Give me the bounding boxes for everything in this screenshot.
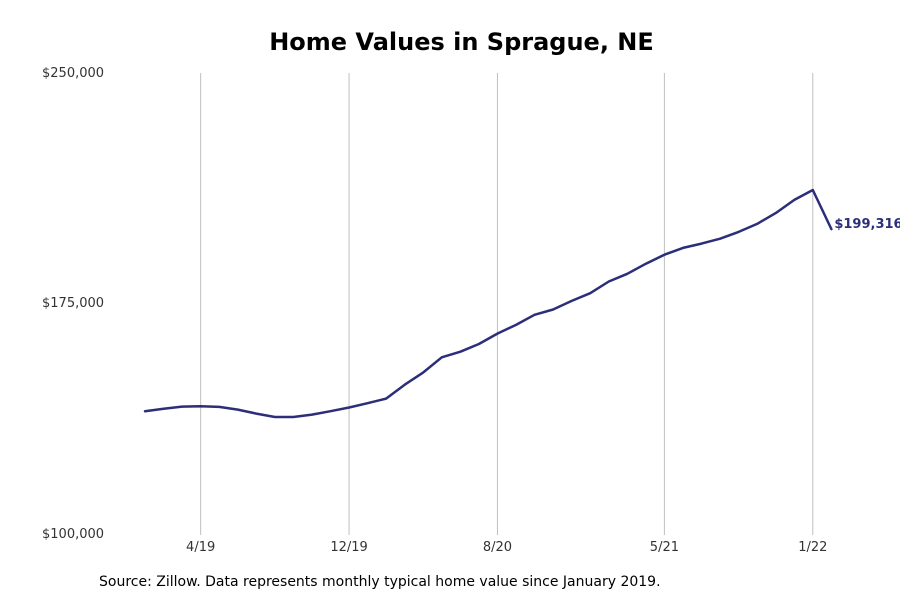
x-tick-label: 8/20 (483, 540, 512, 555)
chart-title: Home Values in Sprague, NE (269, 28, 654, 56)
x-tick-label: 4/19 (186, 540, 215, 555)
end-value-label: $199,316 (834, 217, 900, 232)
y-tick-label: $100,000 (42, 527, 105, 542)
y-tick-label: $250,000 (42, 66, 105, 81)
x-tick-label: 12/19 (330, 540, 367, 555)
source-note: Source: Zillow. Data represents monthly … (99, 574, 661, 590)
y-tick-label: $175,000 (42, 296, 105, 311)
series-line (143, 188, 833, 419)
x-tick-label: 1/22 (798, 540, 827, 555)
x-tick-label: 5/21 (650, 540, 679, 555)
